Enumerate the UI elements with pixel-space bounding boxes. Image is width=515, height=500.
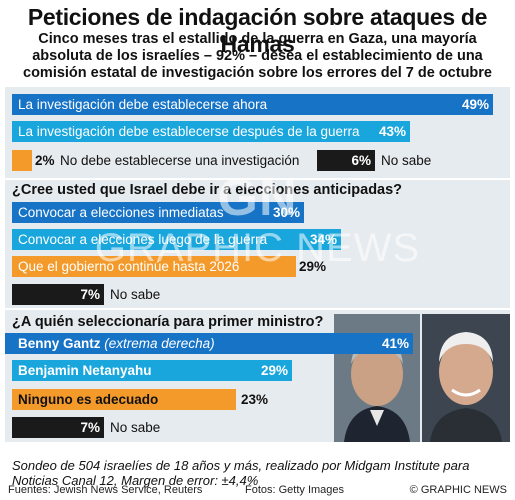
bar-dont-know: 7% [12, 417, 104, 438]
bar-investigate-now: La investigación debe establecerse ahora… [12, 94, 493, 115]
bar-label: No debe establecerse una investigación [60, 153, 300, 168]
candidate-name: Benny Gantz [18, 336, 101, 351]
bar-value: 2% [35, 153, 55, 168]
bar-investigate-after-war: La investigación debe establecerse despu… [12, 121, 410, 142]
bar-label: Convocar a elecciones inmediatas [18, 205, 224, 220]
bar-dont-know: 6% [317, 150, 375, 171]
bar-label: La investigación debe establecerse ahora [18, 97, 268, 112]
panel-divider [5, 178, 510, 180]
bar-label: La investigación debe establecerse despu… [18, 124, 360, 139]
survey-footnote: Sondeo de 504 israelíes de 18 años y más… [12, 458, 470, 488]
bar-benny-gantz: Benny Gantz (extrema derecha) 41% [5, 333, 413, 354]
bar-label: Benny Gantz (extrema derecha) [12, 333, 215, 354]
bar-elections-after-war: Convocar a elecciones luego de la guerra… [12, 229, 341, 250]
chart-title: Peticiones de indagación sobre ataques d… [27, 4, 488, 57]
bar-label: No sabe [110, 420, 161, 435]
bar-value: 7% [80, 420, 100, 435]
chart-subtitle: Cinco meses tras el estallido de la guer… [10, 31, 505, 82]
bar-value: 30% [272, 205, 300, 220]
subtitle-line: comisión estatal de investigación sobre … [23, 65, 492, 81]
question-prime-minister: ¿A quién seleccionaría para primer minis… [12, 314, 324, 330]
bar-elections-now: Convocar a elecciones inmediatas 30% [12, 202, 304, 223]
question-elections: ¿Cree usted que Israel debe ir a eleccio… [12, 182, 403, 198]
footer-photos: Fotos: Getty Images [245, 484, 345, 496]
bar-value: 29% [299, 259, 327, 274]
bar-label: Convocar a elecciones luego de la guerra [18, 232, 268, 247]
bar-label: Benjamin Netanyahu [18, 363, 152, 378]
bar-label: Que el gobierno continúe hasta 2026 [18, 259, 240, 274]
bar-dont-know: 7% [12, 284, 104, 305]
bar-value: 34% [309, 232, 337, 247]
panel-divider [5, 308, 510, 310]
bar-none-suitable: Ninguno es adecuado [12, 389, 236, 410]
bar-value: 23% [241, 392, 269, 407]
bar-no-investigation [12, 150, 32, 171]
bar-government-continues: Que el gobierno continúe hasta 2026 [12, 256, 296, 277]
subtitle-line: absoluta de los israelíes – 92% – desea … [32, 48, 483, 64]
bar-label: No sabe [381, 153, 432, 168]
bar-value: 6% [351, 153, 371, 168]
footer-copyright: © GRAPHIC NEWS [409, 484, 507, 496]
bar-label: Ninguno es adecuado [18, 392, 159, 407]
bar-value: 43% [378, 124, 406, 139]
gantz-portrait [422, 314, 510, 442]
photo-gantz [422, 314, 510, 442]
bar-value: 29% [260, 363, 288, 378]
bar-value: 49% [461, 97, 489, 112]
candidate-note: (extrema derecha) [104, 336, 215, 351]
bar-label: No sabe [110, 287, 161, 302]
bar-benjamin-netanyahu: Benjamin Netanyahu 29% [12, 360, 292, 381]
footer-sources: Fuentes: Jewish News Service, Reuters [8, 484, 203, 496]
bar-value: 7% [80, 287, 100, 302]
subtitle-line: Cinco meses tras el estallido de la guer… [38, 31, 477, 47]
bar-value: 41% [381, 336, 409, 351]
